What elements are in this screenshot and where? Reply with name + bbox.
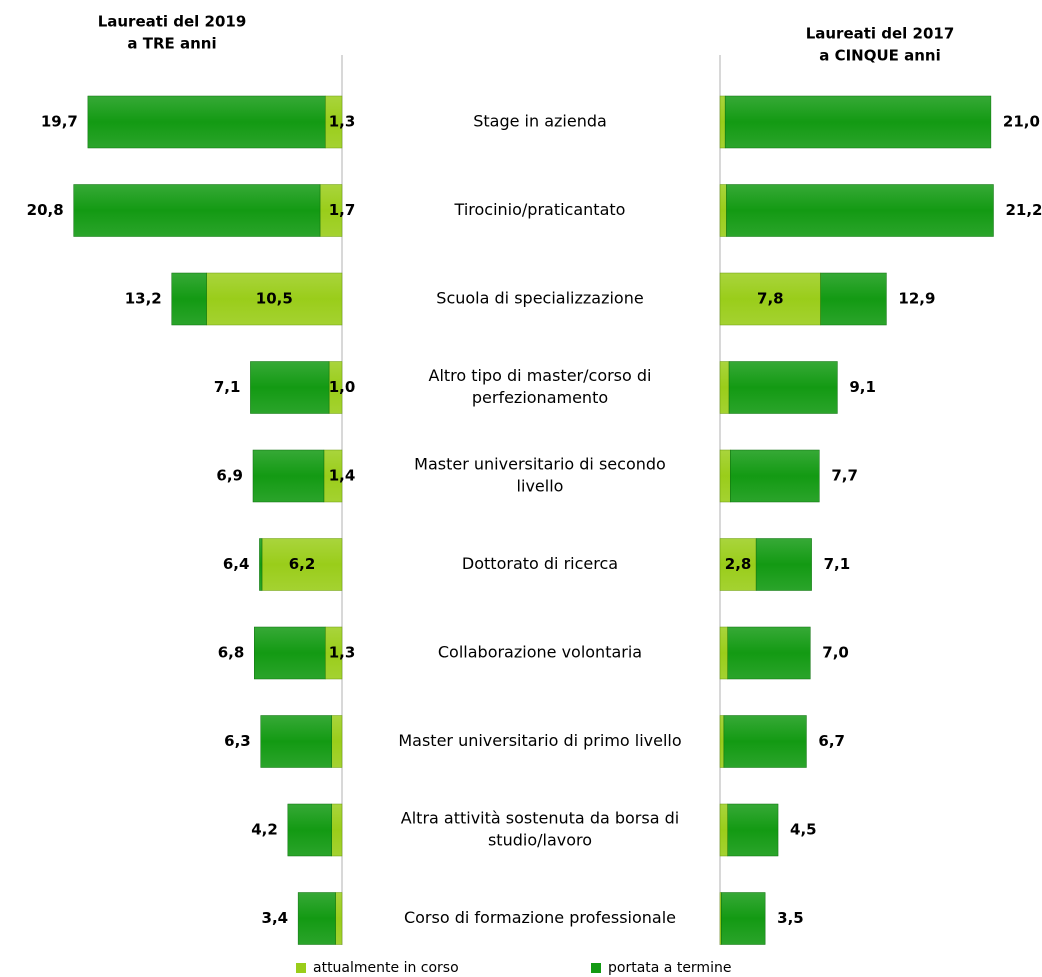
category-label: Scuola di specializzazione — [436, 289, 643, 308]
left-panel-header: Laureati del 2019 a TRE anni — [98, 13, 247, 53]
left-bar-in-corso — [331, 715, 343, 768]
right-total-label: 21,0 — [1003, 113, 1040, 131]
right-header-line: Laureati del 2017 — [806, 25, 955, 43]
right-bar-portata — [721, 892, 766, 945]
left-in-corso-label: 6,2 — [289, 555, 316, 573]
left-total-label: 19,7 — [41, 113, 78, 131]
right-total-label: 21,2 — [1005, 201, 1042, 219]
left-in-corso-label: 1,4 — [329, 467, 356, 485]
category-label: Master universitario di secondo — [414, 455, 666, 474]
right-bar-in-corso — [719, 95, 726, 149]
legend-label: attualmente in corso — [313, 960, 459, 976]
left-total-label: 13,2 — [125, 290, 162, 308]
right-bar-in-corso — [719, 538, 757, 591]
left-total-label: 6,3 — [224, 732, 251, 750]
legend-label: portata a termine — [608, 960, 731, 976]
right-in-corso-label: 2,8 — [725, 555, 752, 573]
left-header-line: a TRE anni — [127, 35, 216, 53]
left-total-label: 3,4 — [262, 909, 289, 927]
right-total-label: 7,1 — [824, 555, 851, 573]
left-bar-portata — [297, 892, 336, 945]
left-bar-portata — [73, 184, 321, 237]
category-label: Dottorato di ricerca — [462, 554, 618, 573]
left-in-corso-label: 1,3 — [329, 644, 356, 662]
legend: attualmente in corso portata a termine — [296, 960, 731, 976]
left-bar-in-corso — [335, 892, 343, 945]
left-total-label: 6,8 — [218, 644, 245, 662]
right-bar-in-corso — [719, 184, 727, 237]
right-in-corso-label: 7,8 — [757, 290, 784, 308]
left-bar-portata — [171, 272, 207, 326]
category-label: Altra attività sostenuta da borsa di — [401, 809, 679, 828]
category-label: Tirocinio/praticantato — [454, 200, 626, 219]
right-bar-portata — [727, 626, 811, 680]
left-total-label: 6,4 — [223, 555, 250, 573]
left-bar-in-corso — [331, 803, 343, 857]
category-label: Collaborazione volontaria — [438, 643, 642, 662]
left-bar-portata — [252, 449, 325, 503]
category-label: livello — [517, 477, 564, 496]
left-bar-in-corso — [206, 272, 343, 326]
right-bar-portata — [755, 538, 812, 591]
left-bar-portata — [260, 715, 332, 768]
left-bar-portata — [250, 361, 330, 414]
category-label: Stage in azienda — [473, 112, 607, 131]
right-header-line: a CINQUE anni — [819, 47, 941, 65]
category-label: perfezionamento — [472, 388, 608, 407]
right-bar-in-corso — [719, 449, 731, 503]
category-label: Altro tipo di master/corso di — [429, 366, 652, 385]
left-in-corso-label: 1,0 — [329, 378, 356, 396]
right-bar-portata — [727, 803, 779, 857]
bars-group: 19,7 1,3 21,0 20,8 1,7 21,2 13,2 10,5 12,9 7,8 7,1… — [27, 95, 1042, 945]
right-bar-in-corso — [719, 272, 821, 326]
right-total-label: 9,1 — [849, 378, 876, 396]
right-bar-portata — [726, 184, 994, 237]
left-in-corso-label: 1,7 — [329, 201, 356, 219]
right-bar-portata — [724, 95, 992, 149]
right-total-label: 4,5 — [790, 821, 817, 839]
left-header-line: Laureati del 2019 — [98, 13, 247, 31]
left-in-corso-label: 1,3 — [329, 113, 356, 131]
legend-swatch-in-corso — [296, 963, 306, 973]
left-bar-in-corso — [261, 538, 343, 591]
left-in-corso-label: 10,5 — [256, 290, 293, 308]
category-label: studio/lavoro — [488, 831, 592, 850]
category-label: Master universitario di primo livello — [398, 731, 681, 750]
right-bar-in-corso — [719, 626, 728, 680]
legend-swatch-portata — [591, 963, 601, 973]
left-bar-portata — [259, 538, 263, 591]
right-bar-in-corso — [719, 361, 730, 414]
right-total-label: 6,7 — [818, 732, 845, 750]
left-total-label: 20,8 — [27, 201, 64, 219]
left-total-label: 7,1 — [214, 378, 241, 396]
right-bar-in-corso — [719, 803, 728, 857]
right-panel-header: Laureati del 2017 a CINQUE anni — [806, 25, 955, 65]
right-total-label: 7,7 — [831, 467, 858, 485]
right-bar-portata — [728, 361, 838, 414]
left-bar-portata — [287, 803, 332, 857]
category-labels-group: Stage in azienda Tirocinio/praticantato Sc… — [398, 112, 681, 928]
right-bar-portata — [723, 715, 807, 768]
category-label: Corso di formazione professionale — [404, 908, 676, 927]
right-total-label: 3,5 — [777, 909, 804, 927]
left-bar-portata — [254, 626, 326, 680]
left-total-label: 6,9 — [216, 467, 243, 485]
right-total-label: 12,9 — [898, 290, 935, 308]
right-bar-portata — [730, 449, 820, 503]
right-bar-portata — [820, 272, 887, 326]
left-bar-portata — [87, 95, 326, 149]
right-total-label: 7,0 — [822, 644, 849, 662]
right-bar-in-corso — [719, 715, 725, 768]
left-total-label: 4,2 — [251, 821, 278, 839]
